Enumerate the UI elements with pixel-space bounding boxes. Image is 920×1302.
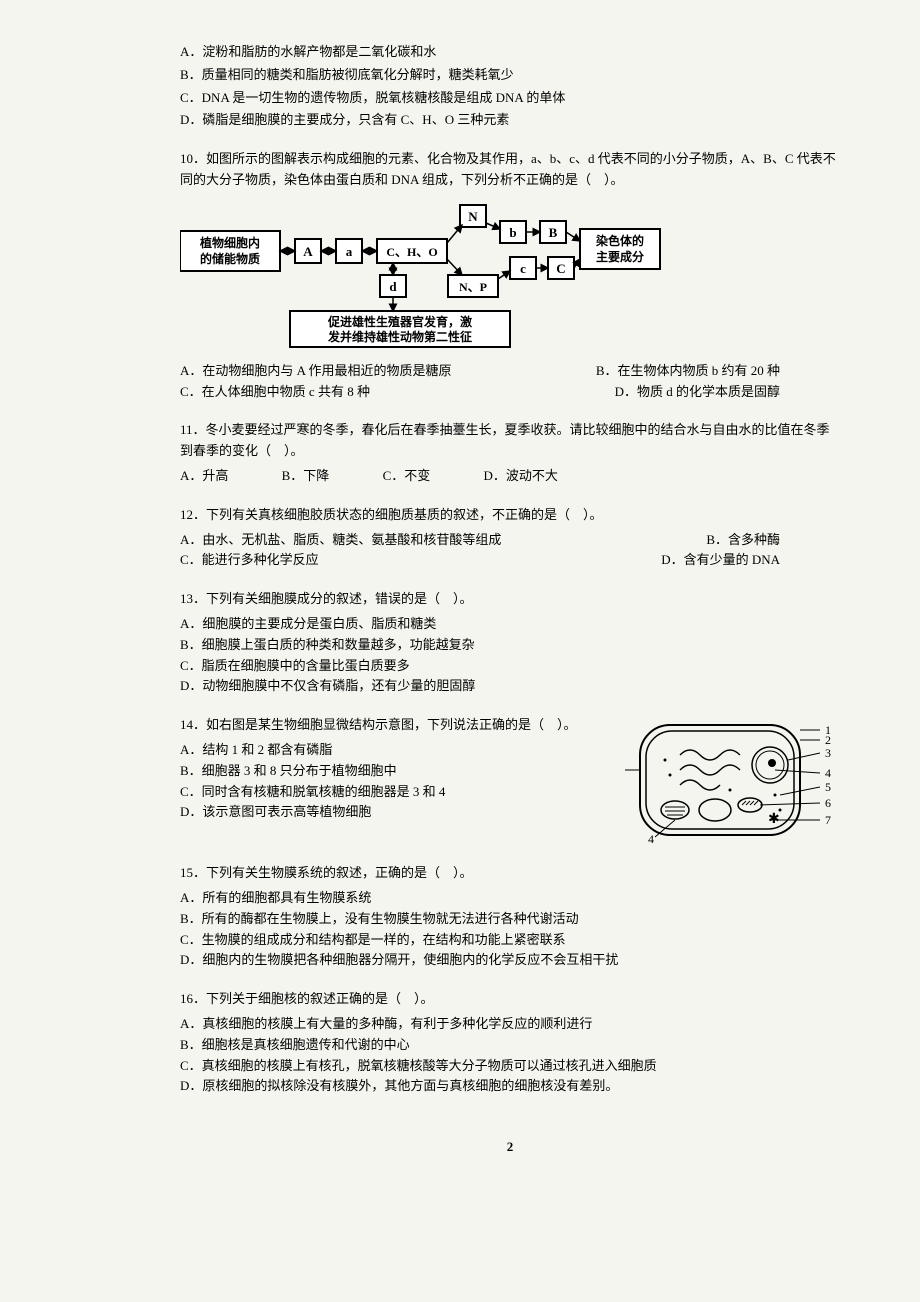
diag-leftbox-l1: 植物细胞内: [199, 235, 260, 250]
q13-option-a: A．细胞膜的主要成分是蛋白质、脂质和糖类: [180, 614, 840, 635]
diag-C: C: [556, 261, 565, 276]
q12-option-b: B．含多种酶: [706, 530, 780, 551]
q16-option-c: C．真核细胞的核膜上有核孔，脱氧核糖核酸等大分子物质可以通过核孔进入细胞质: [180, 1056, 840, 1077]
q14-option-a: A．结构 1 和 2 都含有磷脂: [180, 740, 600, 761]
question-12: 12．下列有关真核细胞胶质状态的细胞质基质的叙述，不正确的是（ ）。 A．由水、…: [180, 505, 840, 571]
q12-option-c: C．能进行多种化学反应: [180, 550, 319, 571]
q11-option-c: C．不变: [383, 466, 431, 487]
diag-A: A: [303, 244, 313, 259]
q15-option-b: B．所有的酶都在生物膜上，没有生物膜生物就无法进行各种代谢活动: [180, 909, 840, 930]
diag-N: N: [468, 209, 478, 224]
q10-option-c: C．在人体细胞中物质 c 共有 8 种: [180, 382, 370, 403]
page-number: 2: [180, 1137, 840, 1158]
q12-option-d: D．含有少量的 DNA: [661, 550, 780, 571]
question-15: 15．下列有关生物膜系统的叙述，正确的是（ ）。 A．所有的细胞都具有生物膜系统…: [180, 863, 840, 971]
q11-option-b: B．下降: [282, 466, 330, 487]
diag-bottom-l1: 促进雄性生殖器官发育，激: [327, 314, 472, 329]
q13-option-c: C．脂质在细胞膜中的含量比蛋白质要多: [180, 656, 840, 677]
diag-c: c: [520, 261, 526, 276]
q10-flowchart-svg: 植物细胞内 的储能物质 A a C、H、O N b: [180, 201, 700, 351]
diag-B: B: [549, 225, 558, 240]
lbl-2: 2: [825, 733, 831, 747]
q14-stem: 14．如右图是某生物细胞显微结构示意图，下列说法正确的是（ ）。: [180, 715, 600, 736]
q11-option-a: A．升高: [180, 466, 228, 487]
lbl-4b: 4: [648, 832, 654, 845]
q14-option-c: C．同时含有核糖和脱氧核糖的细胞器是 3 和 4: [180, 782, 600, 803]
q10-stem: 10．如图所示的图解表示构成细胞的元素、化合物及其作用，a、b、c、d 代表不同…: [180, 149, 840, 191]
q13-option-d: D．动物细胞膜中不仅含有磷脂，还有少量的胆固醇: [180, 676, 840, 697]
diag-b: b: [509, 225, 516, 240]
q10-option-a: A．在动物细胞内与 A 作用最相近的物质是糖原: [180, 361, 452, 382]
q15-option-d: D．细胞内的生物膜把各种细胞器分隔开，使细胞内的化学反应不会互相干扰: [180, 950, 840, 971]
q9-option-c: C．DNA 是一切生物的遗传物质，脱氧核糖核酸是组成 DNA 的单体: [180, 88, 840, 109]
q9-option-b: B．质量相同的糖类和脂肪被彻底氧化分解时，糖类耗氧少: [180, 65, 840, 86]
lbl-6: 6: [825, 796, 831, 810]
q15-stem: 15．下列有关生物膜系统的叙述，正确的是（ ）。: [180, 863, 840, 884]
diag-rightbox-l2: 主要成分: [596, 249, 644, 264]
q14-option-b: B．细胞器 3 和 8 只分布于植物细胞中: [180, 761, 600, 782]
diag-bottom-l2: 发并维持雄性动物第二性征: [327, 329, 472, 344]
q16-option-d: D．原核细胞的拟核除没有核膜外，其他方面与真核细胞的细胞核没有差别。: [180, 1076, 840, 1097]
q12-option-a: A．由水、无机盐、脂质、糖类、氨基酸和核苷酸等组成: [180, 530, 501, 551]
question-14: 14．如右图是某生物细胞显微结构示意图，下列说法正确的是（ ）。 A．结构 1 …: [180, 715, 840, 845]
q13-option-b: B．细胞膜上蛋白质的种类和数量越多，功能越复杂: [180, 635, 840, 656]
question-11: 11．冬小麦要经过严寒的冬季，春化后在春季抽薹生长，夏季收获。请比较细胞中的结合…: [180, 420, 840, 486]
diag-cho: C、H、O: [386, 245, 437, 259]
diag-NP: N、P: [459, 280, 487, 294]
q14-option-d: D．该示意图可表示高等植物细胞: [180, 802, 600, 823]
q9-option-d: D．磷脂是细胞膜的主要成分，只含有 C、H、O 三种元素: [180, 110, 840, 131]
q10-option-d: D．物质 d 的化学本质是固醇: [615, 382, 780, 403]
q15-option-a: A．所有的细胞都具有生物膜系统: [180, 888, 840, 909]
q10-option-b: B．在生物体内物质 b 约有 20 种: [596, 361, 780, 382]
lbl-3: 3: [825, 746, 831, 760]
diag-a: a: [346, 244, 353, 259]
lbl-5: 5: [825, 780, 831, 794]
q13-stem: 13．下列有关细胞膜成分的叙述，错误的是（ ）。: [180, 589, 840, 610]
diag-leftbox-l2: 的储能物质: [200, 251, 260, 266]
q9-option-a: A．淀粉和脂肪的水解产物都是二氧化碳和水: [180, 42, 840, 63]
diag-d: d: [389, 279, 397, 294]
q16-option-a: A．真核细胞的核膜上有大量的多种酶，有利于多种化学反应的顺利进行: [180, 1014, 840, 1035]
q10-diagram: 植物细胞内 的储能物质 A a C、H、O N b: [180, 201, 840, 351]
question-10: 10．如图所示的图解表示构成细胞的元素、化合物及其作用，a、b、c、d 代表不同…: [180, 149, 840, 402]
q11-stem: 11．冬小麦要经过严寒的冬季，春化后在春季抽薹生长，夏季收获。请比较细胞中的结合…: [180, 420, 840, 462]
q16-option-b: B．细胞核是真核细胞遗传和代谢的中心: [180, 1035, 840, 1056]
diag-rightbox-l1: 染色体的: [595, 233, 644, 248]
lbl-4: 4: [825, 766, 831, 780]
q11-option-d: D．波动不大: [483, 466, 557, 487]
lbl-7: 7: [825, 813, 831, 827]
q15-option-c: C．生物膜的组成成分和结构都是一样的，在结构和功能上紧密联系: [180, 930, 840, 951]
q16-stem: 16．下列关于细胞核的叙述正确的是（ ）。: [180, 989, 840, 1010]
question-16: 16．下列关于细胞核的叙述正确的是（ ）。 A．真核细胞的核膜上有大量的多种酶，…: [180, 989, 840, 1097]
q14-cell-diagram: ✱ 1 2 3 4 5 6 7 8 4: [620, 715, 840, 845]
q12-stem: 12．下列有关真核细胞胶质状态的细胞质基质的叙述，不正确的是（ ）。: [180, 505, 840, 526]
question-13: 13．下列有关细胞膜成分的叙述，错误的是（ ）。 A．细胞膜的主要成分是蛋白质、…: [180, 589, 840, 697]
